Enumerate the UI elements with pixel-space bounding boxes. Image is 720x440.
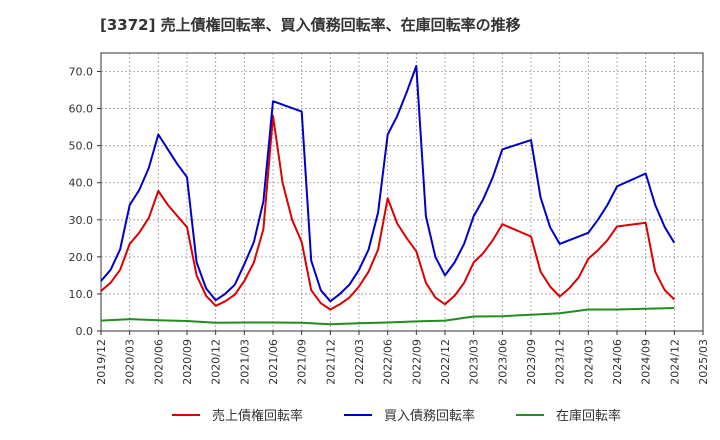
- x-tick-label: 2023/03: [468, 339, 481, 385]
- x-tick-label: 2021/12: [324, 339, 337, 385]
- series-line-0: [100, 115, 675, 311]
- x-tick-label: 2025/03: [697, 339, 710, 385]
- x-tick-label: 2022/09: [410, 339, 423, 385]
- x-tick-label: 2020/09: [181, 339, 194, 385]
- x-tick-label: 2024/03: [582, 339, 595, 385]
- x-tick-label: 2024/12: [668, 339, 681, 385]
- x-tick-label: 2020/03: [124, 339, 137, 385]
- y-axis-ticks: 0.0 10.0 20.0 30.0 40.0 50.0 60.0 70.0: [69, 66, 101, 338]
- y-tick-label: 20.0: [69, 251, 94, 264]
- y-tick-label: 70.0: [69, 66, 94, 79]
- legend-label-1: 買入債務回転率: [384, 408, 475, 424]
- plot-frame: [100, 52, 704, 332]
- y-tick-label: 0.0: [76, 325, 94, 338]
- x-tick-label: 2022/03: [353, 339, 366, 385]
- series-layer: [100, 65, 676, 326]
- x-tick-label: 2021/06: [267, 339, 280, 385]
- y-tick-label: 10.0: [69, 288, 94, 301]
- x-tick-label: 2023/06: [496, 339, 509, 385]
- legend: 売上債権回転率 買入債務回転率 在庫回転率: [172, 408, 621, 424]
- x-tick-label: 2020/12: [210, 339, 223, 385]
- y-tick-label: 60.0: [69, 103, 94, 116]
- y-tick-label: 40.0: [69, 177, 94, 190]
- x-tick-label: 2021/03: [238, 339, 251, 385]
- x-axis-ticks: 2019/12 2020/03 2020/06 2020/09 2020/12 2021/…: [95, 331, 710, 385]
- chart-title: [3372] 売上債権回転率、買入債務回転率、在庫回転率の推移: [100, 16, 521, 34]
- x-tick-label: 2019/12: [95, 339, 108, 385]
- x-tick-label: 2021/09: [296, 339, 309, 385]
- x-tick-label: 2022/12: [439, 339, 452, 385]
- y-tick-label: 50.0: [69, 140, 94, 153]
- x-tick-label: 2020/06: [152, 339, 165, 385]
- grid-layer: [101, 53, 703, 331]
- x-tick-label: 2023/12: [554, 339, 567, 385]
- y-tick-label: 30.0: [69, 214, 94, 227]
- series-line-2: [100, 307, 675, 326]
- x-tick-label: 2024/09: [640, 339, 653, 385]
- x-tick-label: 2024/06: [611, 339, 624, 385]
- x-tick-label: 2023/09: [525, 339, 538, 385]
- x-tick-label: 2022/06: [382, 339, 395, 385]
- series-line-1: [100, 65, 676, 303]
- legend-label-2: 在庫回転率: [556, 408, 621, 424]
- legend-label-0: 売上債権回転率: [212, 408, 303, 424]
